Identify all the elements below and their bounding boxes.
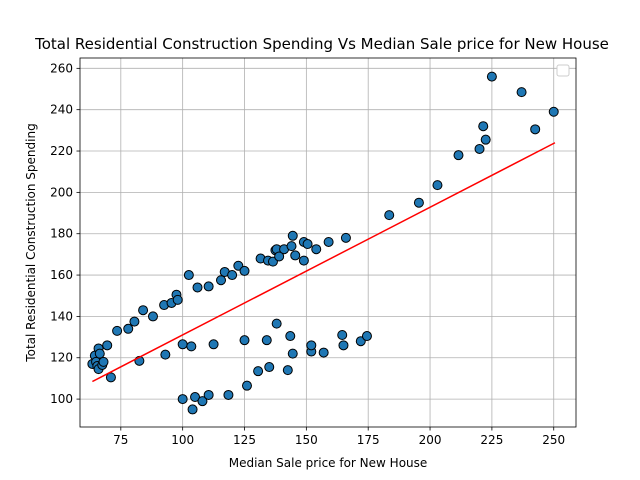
data-point [203, 389, 214, 400]
y-tick-label: 240 [50, 103, 73, 117]
data-point [548, 106, 559, 117]
data-point [298, 255, 309, 266]
data-point [216, 275, 227, 286]
x-axis-label: Median Sale price for New House [229, 456, 428, 470]
data-point [102, 340, 113, 351]
data-point [282, 365, 293, 376]
data-point [138, 305, 149, 316]
data-point [413, 197, 424, 208]
y-tick-label: 140 [50, 309, 73, 323]
x-tick-label: 100 [171, 433, 194, 447]
fit-line [92, 142, 556, 383]
x-tick-label: 125 [233, 433, 256, 447]
y-axis-label: Total Residential Construction Spending [24, 123, 38, 362]
data-point [290, 250, 301, 261]
data-point [287, 348, 298, 359]
data-point [183, 270, 194, 281]
x-tick-label: 200 [419, 433, 442, 447]
y-tick-label: 200 [50, 185, 73, 199]
data-point [241, 380, 252, 391]
y-tick-label: 160 [50, 268, 73, 282]
data-point [302, 239, 313, 250]
x-tick-label: 225 [480, 433, 503, 447]
y-tick-label: 100 [50, 392, 73, 406]
data-point [239, 335, 250, 346]
x-tick-label: 75 [113, 433, 128, 447]
data-point [160, 349, 171, 360]
data-point [192, 282, 203, 293]
data-point [530, 124, 541, 135]
data-point [474, 143, 485, 154]
data-point [480, 134, 491, 145]
data-point [177, 394, 188, 405]
data-point [177, 339, 188, 350]
fit-line-layer [92, 142, 556, 383]
grid [80, 58, 576, 427]
data-point [516, 87, 527, 98]
data-point [340, 232, 351, 243]
data-point [239, 265, 250, 276]
data-point [190, 392, 201, 403]
data-point [306, 340, 317, 351]
data-point [129, 316, 140, 327]
data-point [384, 210, 395, 221]
y-tick-label: 220 [50, 144, 73, 158]
chart-title: Total Residential Construction Spending … [34, 35, 609, 53]
data-point [123, 323, 134, 334]
data-point [187, 404, 198, 415]
data-point [186, 341, 197, 352]
data-point [264, 362, 275, 373]
legend-box [556, 64, 570, 77]
data-point [261, 335, 272, 346]
y-tick-label: 120 [50, 351, 73, 365]
data-point [287, 230, 298, 241]
axis-ticks: 75 100 125 150 175 200 225 250 100 120 140 160 180 20… [50, 61, 565, 447]
data-point [112, 325, 123, 336]
data-point [253, 366, 264, 377]
x-tick-label: 250 [542, 433, 565, 447]
data-point [286, 241, 297, 252]
data-point [208, 339, 219, 350]
data-point [271, 318, 282, 329]
data-point [323, 236, 334, 247]
data-point [338, 340, 349, 351]
plot-frame [79, 57, 577, 428]
data-point [318, 347, 329, 358]
data-point [98, 356, 109, 367]
data-point [223, 389, 234, 400]
data-point [147, 311, 158, 322]
data-point [197, 396, 208, 407]
data-point [337, 330, 348, 341]
y-tick-label: 180 [50, 227, 73, 241]
data-point [453, 150, 464, 161]
data-point [274, 251, 285, 262]
x-tick-label: 175 [357, 433, 380, 447]
data-point [285, 331, 296, 342]
data-point [361, 331, 372, 342]
data-point [94, 348, 105, 359]
data-points [87, 71, 559, 415]
x-tick-label: 150 [295, 433, 318, 447]
data-point [486, 71, 497, 82]
data-point [105, 372, 116, 383]
data-point [172, 294, 183, 305]
data-point [311, 244, 322, 255]
data-point [227, 270, 238, 281]
data-point [203, 281, 214, 292]
y-tick-label: 260 [50, 61, 73, 75]
data-point [432, 180, 443, 191]
data-point [478, 121, 489, 132]
